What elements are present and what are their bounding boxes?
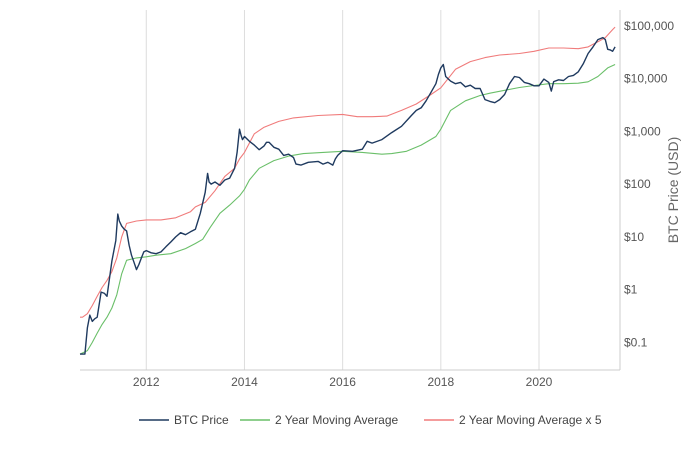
plot-background (80, 10, 620, 370)
legend-label: BTC Price (174, 413, 229, 427)
y-tick-labels: $100,000 $10,000 $1,000 $100 $10 $1 $0.1 (624, 19, 674, 350)
series-line-2-year-moving-average-x-5 (80, 26, 616, 318)
y-tick-label: $1 (624, 283, 638, 297)
legend-label: 2 Year Moving Average (275, 413, 399, 427)
series-line-2-year-moving-average (79, 64, 616, 355)
y-tick-label: $100 (624, 177, 651, 191)
series-line-btc-price (80, 36, 616, 355)
x-tick-label: 2016 (329, 375, 356, 389)
x-tick-labels: 2012 2014 2016 2018 2020 (133, 375, 553, 389)
y-tick-label: $10,000 (624, 72, 668, 86)
y-tick-label: $0.1 (624, 335, 648, 349)
x-tick-label: 2012 (133, 375, 160, 389)
series-layer (79, 26, 616, 355)
y-tick-label: $100,000 (624, 19, 674, 33)
y-tick-label: $1,000 (624, 124, 661, 138)
y-tick-label: $10 (624, 230, 644, 244)
x-tick-label: 2014 (231, 375, 258, 389)
y-axis-title: BTC Price (USD) (665, 137, 681, 244)
legend: BTC Price 2 Year Moving Average 2 Year Mov… (139, 413, 602, 427)
x-tick-label: 2020 (526, 375, 553, 389)
legend-label: 2 Year Moving Average x 5 (459, 413, 602, 427)
x-tick-label: 2018 (427, 375, 454, 389)
